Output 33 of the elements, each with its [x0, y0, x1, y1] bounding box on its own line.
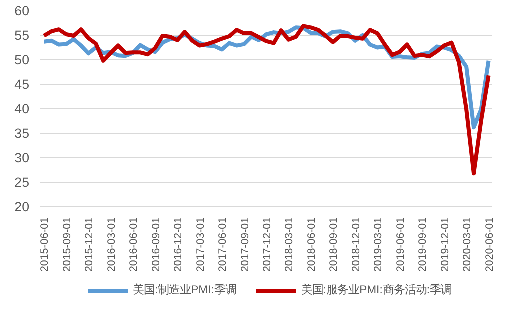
x-tick-label: 2018-12-01	[350, 217, 362, 272]
x-tick-label: 2017-03-01	[194, 217, 207, 272]
x-tick-label: 2019-12-01	[439, 217, 452, 272]
y-tick-label: 55	[14, 28, 30, 43]
y-tick-label: 60	[14, 4, 30, 18]
x-tick-label: 2017-09-01	[239, 217, 252, 272]
x-tick-label: 2015-06-01	[39, 217, 52, 272]
legend-label: 美国:制造业PMI:季调	[132, 282, 236, 298]
x-tick-label: 2018-03-01	[284, 217, 296, 272]
y-tick-label: 25	[14, 175, 30, 190]
y-tick-label: 20	[14, 200, 30, 214]
y-tick-label: 40	[14, 102, 30, 116]
x-tick-label: 2016-09-01	[150, 217, 162, 272]
x-tick-label: 2015-12-01	[84, 217, 96, 272]
x-tick-label: 2016-03-01	[106, 217, 118, 272]
y-tick-label: 50	[14, 52, 30, 68]
y-tick-label: 30	[14, 150, 30, 166]
x-tick-label: 2016-06-01	[128, 217, 140, 272]
x-tick-label: 2016-12-01	[172, 217, 185, 272]
x-tick-label: 2017-12-01	[262, 217, 274, 272]
x-tick-label: 2019-06-01	[394, 217, 407, 272]
y-tick-label: 35	[14, 126, 30, 141]
x-tick-label: 2018-06-01	[306, 217, 318, 272]
legend-label: 美国:服务业PMI:商务活动:季调	[301, 282, 452, 298]
x-tick-label: 2017-06-01	[217, 217, 230, 272]
line-series	[42, 24, 491, 176]
x-tick-label: 2020-06-01	[484, 217, 496, 272]
x-tick-label: 2019-09-01	[417, 217, 430, 272]
x-tick-label: 2020-03-01	[462, 217, 474, 272]
y-tick-label: 45	[14, 77, 30, 92]
x-tick-label: 2019-03-01	[372, 217, 385, 272]
x-tick-label: 2015-09-01	[61, 217, 74, 272]
x-tick-label: 2018-09-01	[328, 217, 340, 272]
